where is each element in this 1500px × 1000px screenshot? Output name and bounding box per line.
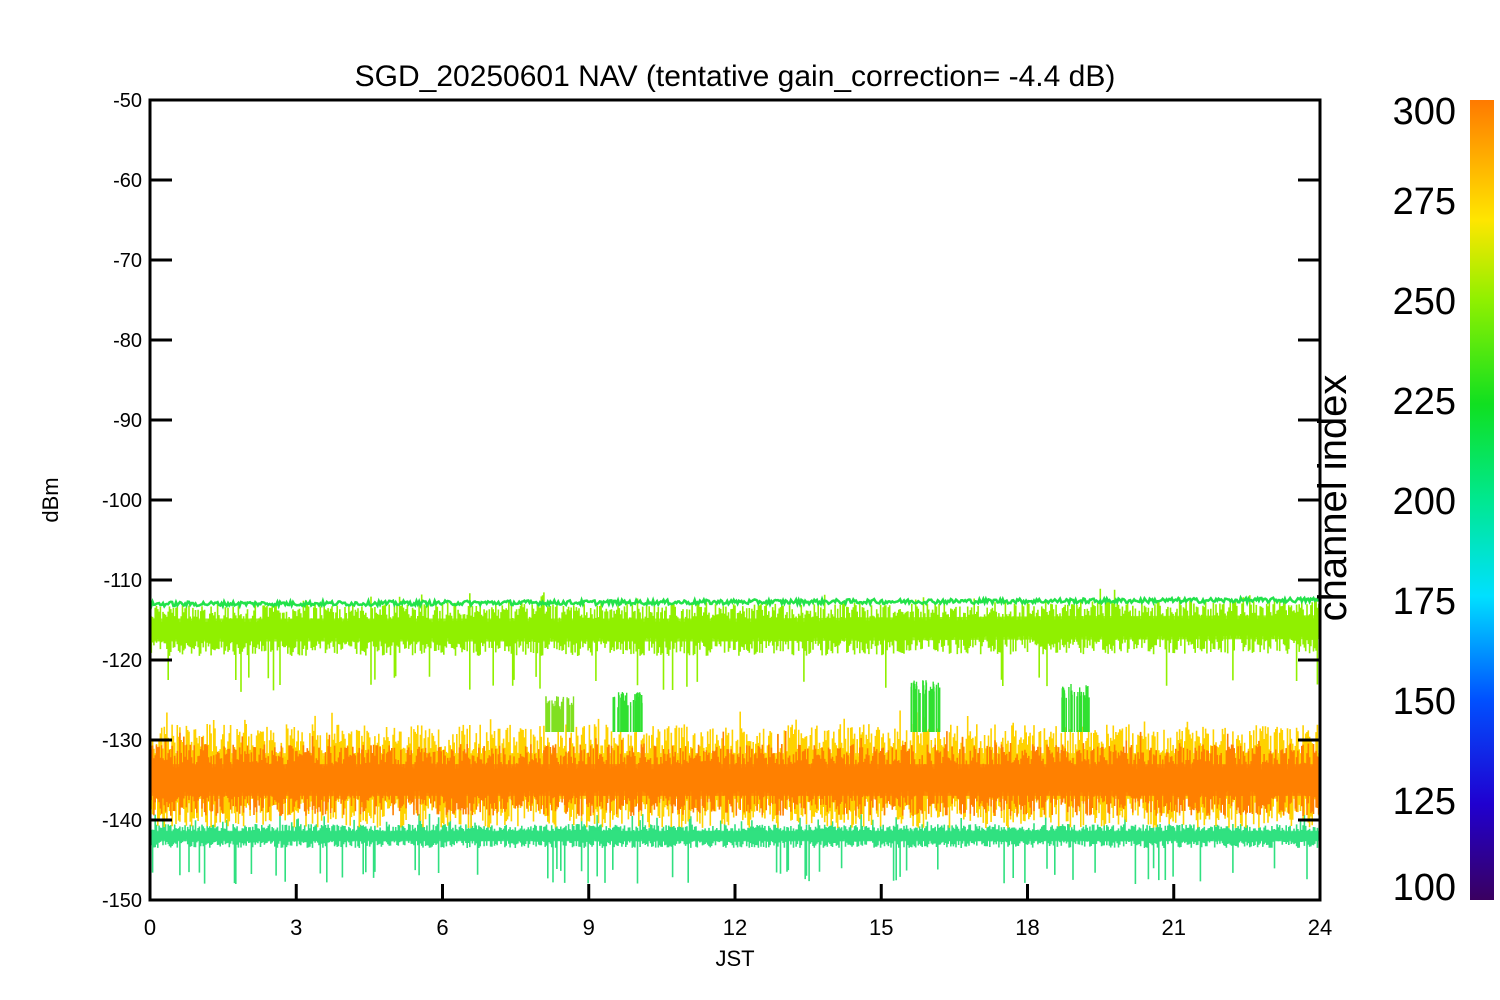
series-245	[150, 588, 1320, 692]
x-tick-label: 24	[1308, 915, 1332, 940]
colorbar-ticks: 300 275 250 225 200 175 150 125 100	[1393, 91, 1456, 909]
series-band	[150, 811, 1320, 884]
y-tick-label: -150	[102, 890, 142, 912]
series-core	[150, 615, 1320, 642]
y-axis-label: dBm	[38, 477, 63, 522]
colorbar-tick-label: 275	[1393, 181, 1456, 223]
series-230	[150, 594, 1320, 610]
colorbar-tick-label: 200	[1393, 481, 1456, 523]
y-tick-label: -140	[102, 810, 142, 832]
y-tick-label: -130	[102, 730, 142, 752]
chart-title: SGD_20250601 NAV (tentative gain_correct…	[355, 60, 1116, 93]
y-axis: -50 -60 -70 -80 -90 -100 -110 -120 -130 -140 -150	[102, 90, 1320, 912]
data-layer	[150, 588, 1320, 884]
burst	[1061, 684, 1090, 732]
y-tick-label: -90	[113, 410, 142, 432]
x-axis: 0 3 6 9 12 15 18 21 24	[144, 884, 1332, 940]
y-tick-label: -60	[113, 170, 142, 192]
colorbar-tick-label: 300	[1393, 91, 1456, 133]
series-290	[150, 731, 1320, 816]
x-tick-label: 0	[144, 915, 156, 940]
x-tick-label: 15	[869, 915, 893, 940]
colorbar-tick-label: 100	[1393, 867, 1456, 909]
x-tick-label: 6	[436, 915, 448, 940]
series-line	[150, 594, 1320, 610]
y-tick-label: -120	[102, 650, 142, 672]
y-tick-label: -100	[102, 490, 142, 512]
colorbar-tick-label: 225	[1393, 381, 1456, 423]
x-axis-label: JST	[715, 946, 754, 971]
x-tick-label: 18	[1015, 915, 1039, 940]
series-210	[150, 811, 1320, 884]
y-tick-label: -70	[113, 250, 142, 272]
y-tick-label: -80	[113, 330, 142, 352]
y-tick-label: -50	[113, 90, 142, 112]
colorbar-tick-label: 125	[1393, 781, 1456, 823]
burst	[545, 696, 575, 732]
burst	[612, 692, 643, 732]
colorbar-tick-label: 250	[1393, 281, 1456, 323]
colorbar	[1470, 100, 1494, 900]
colorbar-tick-label: 150	[1393, 681, 1456, 723]
x-tick-label: 3	[290, 915, 302, 940]
colorbar-tick-label: 175	[1393, 581, 1456, 623]
x-tick-label: 9	[583, 915, 595, 940]
series-core	[150, 764, 1320, 796]
colorbar-label: channel index	[1311, 375, 1355, 622]
x-tick-label: 12	[723, 915, 747, 940]
x-tick-label: 21	[1162, 915, 1186, 940]
series-core	[150, 830, 1320, 842]
burst	[910, 680, 941, 732]
y-tick-label: -110	[103, 570, 142, 592]
